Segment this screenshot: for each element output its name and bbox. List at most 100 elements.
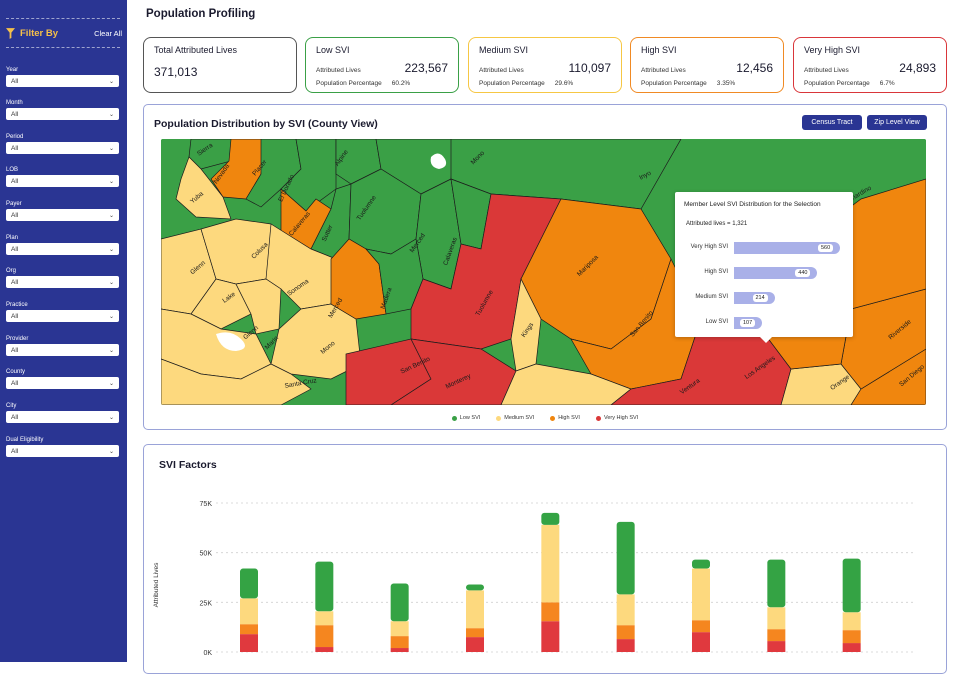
kpi-title: Very High SVI <box>804 45 861 55</box>
kpi-total-card: Total Attributed Lives 371,013 <box>143 37 297 93</box>
kpi-pct-label: Population Percentage <box>479 80 545 87</box>
county-kings[interactable] <box>510 277 542 372</box>
bar-segment[interactable] <box>616 521 635 595</box>
chevron-down-icon: ⌄ <box>108 313 114 320</box>
bar-segment[interactable] <box>541 621 560 652</box>
select-value: All <box>11 177 19 185</box>
bar-segment[interactable] <box>390 648 409 652</box>
bar-segment[interactable] <box>466 590 484 629</box>
select-value: All <box>11 77 19 85</box>
filter-provider: Provider All ⌄ <box>6 336 119 356</box>
bar-segment[interactable] <box>616 594 635 626</box>
bar-segment[interactable] <box>541 602 560 622</box>
lake-shape <box>430 153 447 169</box>
tooltip-value: 107 <box>740 319 756 327</box>
kpi-very-high-svi-card: Very High SVI Attributed Lives 24,893 Popul… <box>793 37 947 93</box>
tooltip-row: Very High SVI 560 <box>675 242 853 254</box>
y-tick-label: 50K <box>200 551 213 558</box>
bar-segment[interactable] <box>842 558 861 613</box>
census-tract-button[interactable]: Census Tract <box>802 115 862 130</box>
filter-year-select[interactable]: All ⌄ <box>6 75 119 87</box>
bar-segment[interactable] <box>466 637 484 652</box>
bar-segment[interactable] <box>390 621 409 637</box>
bar-segment[interactable] <box>541 512 560 525</box>
select-value: All <box>11 379 19 387</box>
county-yuba[interactable] <box>175 156 232 220</box>
y-tick-label: 0K <box>203 650 212 657</box>
county-sierra[interactable] <box>188 139 237 170</box>
filter-period: Period All ⌄ <box>6 134 119 154</box>
bar-segment[interactable] <box>842 643 861 652</box>
kpi-lives-label: Attributed Lives <box>316 67 361 74</box>
kpi-pct-label: Population Percentage <box>316 80 382 87</box>
filter-county-select[interactable]: All ⌄ <box>6 377 119 389</box>
bar-segment[interactable] <box>315 611 334 626</box>
bar-segment[interactable] <box>390 636 409 649</box>
bar-segment[interactable] <box>842 612 861 631</box>
bar-segment[interactable] <box>315 561 334 612</box>
kpi-medium-svi-card: Medium SVI Attributed Lives 110,097 Populat… <box>468 37 622 93</box>
bar-segment[interactable] <box>240 568 258 599</box>
bar-segment[interactable] <box>315 647 334 652</box>
bar-segment[interactable] <box>692 632 710 652</box>
filter-org-select[interactable]: All ⌄ <box>6 276 119 288</box>
tooltip-row-label: Low SVI <box>705 319 728 325</box>
bar-segment[interactable] <box>692 568 710 621</box>
filter-plan-select[interactable]: All ⌄ <box>6 243 119 255</box>
filter-provider-select[interactable]: All ⌄ <box>6 344 119 356</box>
legend-swatch <box>496 415 502 421</box>
filter-city-select[interactable]: All ⌄ <box>6 411 119 423</box>
bar-segment[interactable] <box>692 620 710 633</box>
bar-segment[interactable] <box>692 559 710 569</box>
filter-label: Month <box>6 100 23 106</box>
filter-period-select[interactable]: All ⌄ <box>6 142 119 154</box>
filter-practice-select[interactable]: All ⌄ <box>6 310 119 322</box>
svi-factors-chart: 0K 25K 50K 75K Attributed Lives <box>153 501 914 657</box>
tooltip-title: Member Level SVI Distribution for the Se… <box>684 201 821 208</box>
kpi-lives-value: 12,456 <box>736 61 773 75</box>
bar-segment[interactable] <box>466 628 484 638</box>
bar-segment[interactable] <box>240 598 258 625</box>
tooltip-row-label: Very High SVI <box>690 244 728 250</box>
tooltip-row-label: High SVI <box>704 269 728 275</box>
kpi-pct-label: Population Percentage <box>641 80 707 87</box>
bar-segment[interactable] <box>842 630 861 644</box>
legend-swatch <box>451 415 457 421</box>
select-value: All <box>11 278 19 286</box>
bar-segment[interactable] <box>616 625 635 640</box>
county-santa-cruz[interactable] <box>161 358 312 405</box>
legend-item: Very High SVI <box>595 415 638 421</box>
filter-lob-select[interactable]: All ⌄ <box>6 175 119 187</box>
kpi-lives-label: Attributed Lives <box>641 67 686 74</box>
y-tick-label: 25K <box>200 600 213 607</box>
filter-month-select[interactable]: All ⌄ <box>6 108 119 120</box>
filter-payer-select[interactable]: All ⌄ <box>6 209 119 221</box>
bar-segment[interactable] <box>767 559 786 608</box>
bar-segment[interactable] <box>315 625 334 648</box>
filter-dual-eligibility: Dual Eligibility All ⌄ <box>6 437 119 457</box>
bar-segment[interactable] <box>541 524 560 603</box>
county-lake[interactable] <box>190 278 252 330</box>
legend-item: Low SVI <box>451 415 480 421</box>
bar-segment[interactable] <box>767 607 786 630</box>
bar-segment[interactable] <box>390 583 409 622</box>
filter-dual-eligibility-select[interactable]: All ⌄ <box>6 445 119 457</box>
zip-level-view-button[interactable]: Zip Level View <box>867 115 927 130</box>
bar-segment[interactable] <box>616 639 635 652</box>
bar-segment[interactable] <box>240 624 258 635</box>
bar-segment[interactable] <box>767 641 786 652</box>
bar-segment[interactable] <box>767 629 786 642</box>
bar-segment[interactable] <box>240 634 258 652</box>
bar-segment[interactable] <box>466 584 484 591</box>
legend-label: Medium SVI <box>504 415 535 421</box>
select-value: All <box>11 447 19 455</box>
tooltip-value: 560 <box>818 244 834 252</box>
clear-all-button[interactable]: Clear All <box>94 29 122 38</box>
filter-label: County <box>6 369 26 375</box>
tooltip-row: High SVI 440 <box>675 267 853 279</box>
kpi-value: 371,013 <box>154 65 198 79</box>
filter-label: Period <box>6 134 24 140</box>
kpi-pct-value: 60.2% <box>391 80 411 87</box>
map-title: Population Distribution by SVI (County V… <box>154 118 378 130</box>
filter-sidebar: Filter By Clear All Year All ⌄ Month All ⌄ Per… <box>0 0 127 662</box>
